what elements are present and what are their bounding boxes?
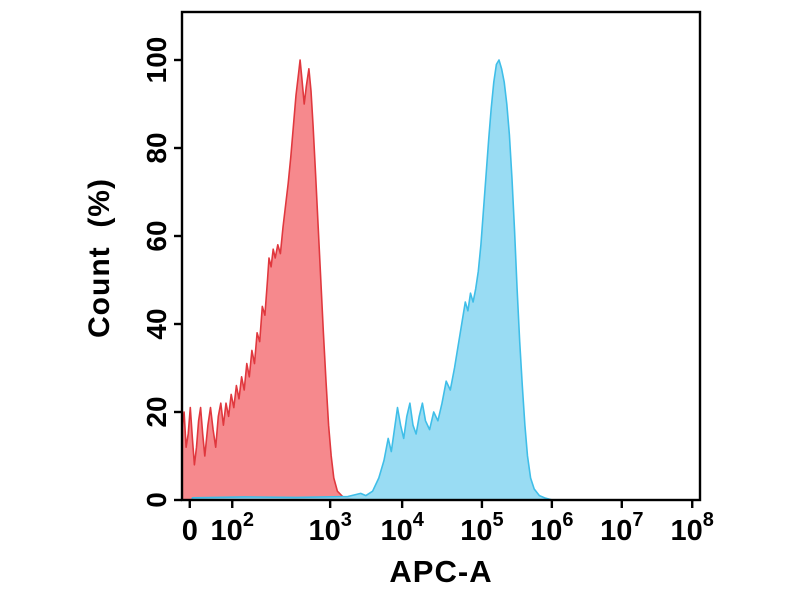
x-axis-title: APC-A	[389, 554, 493, 589]
red-negative-control-area	[181, 59, 359, 501]
plot-border	[180, 10, 702, 502]
y-tick-label: 40	[141, 308, 172, 339]
x-tick-label: 106	[530, 509, 573, 547]
blue-stained-sample-area	[191, 59, 554, 501]
y-tick-label: 80	[141, 132, 172, 163]
y-tick-label: 0	[141, 492, 172, 508]
x-tick-label: 102	[211, 509, 254, 547]
x-tick-label: 103	[308, 509, 351, 547]
y-axis-title: Count (%)	[83, 178, 116, 338]
x-tick-label: 108	[671, 509, 714, 547]
x-tick-label: 105	[460, 509, 503, 547]
y-tick-label: 60	[141, 220, 172, 251]
x-tick-label: 0	[182, 515, 198, 547]
y-tick-label: 100	[141, 37, 172, 84]
y-tick-label: 20	[141, 396, 172, 427]
x-tick-label: 107	[600, 509, 643, 547]
x-tick-label: 104	[380, 509, 424, 547]
